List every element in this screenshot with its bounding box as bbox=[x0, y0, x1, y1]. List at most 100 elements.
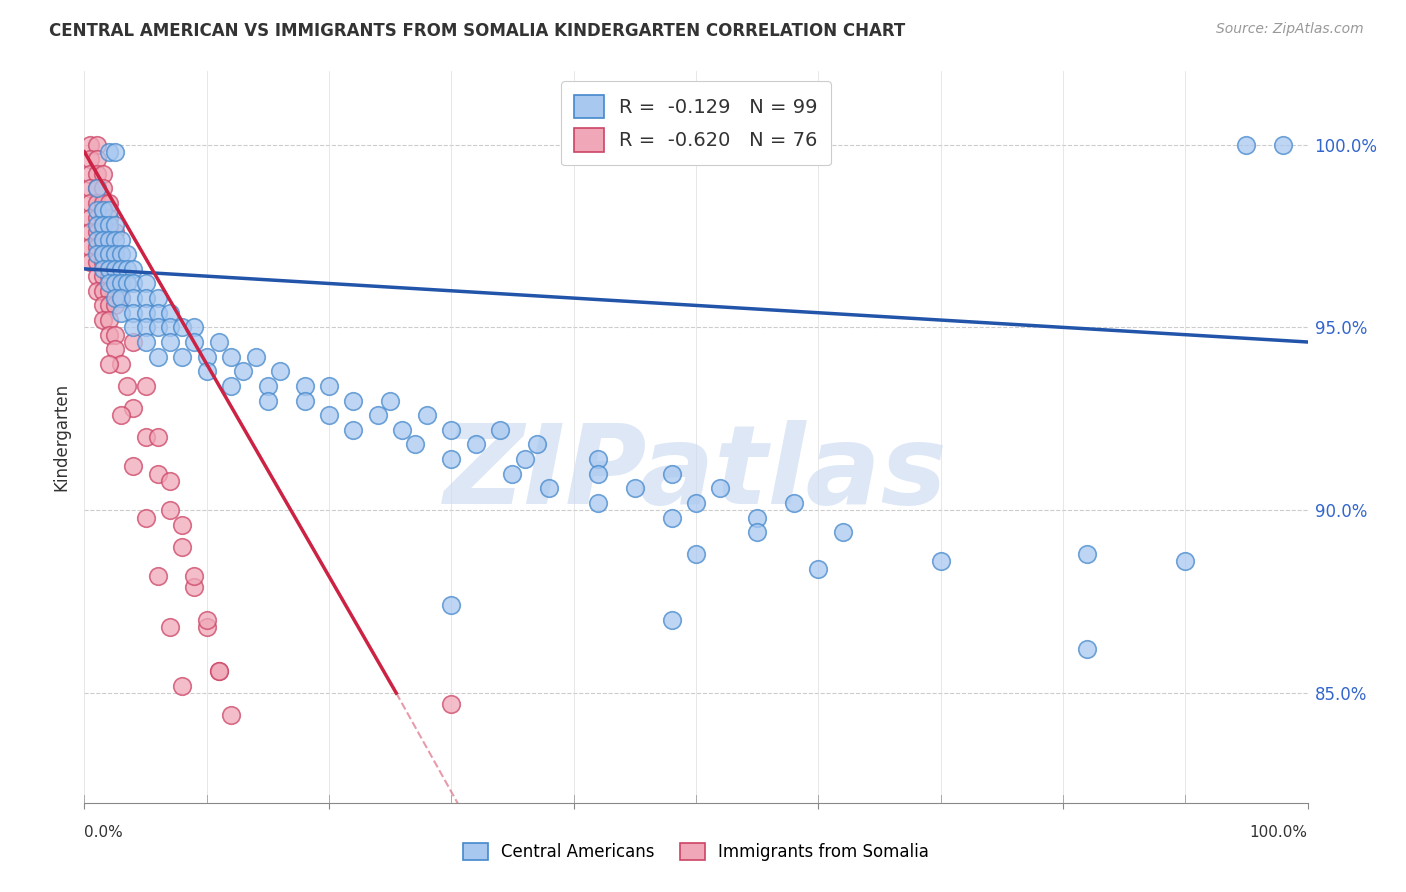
Point bbox=[110, 291, 132, 305]
Point bbox=[367, 408, 389, 422]
Point bbox=[110, 291, 132, 305]
Point bbox=[219, 379, 242, 393]
Point bbox=[86, 181, 108, 195]
Point bbox=[86, 254, 108, 268]
Point bbox=[86, 137, 108, 152]
Point bbox=[91, 218, 114, 232]
Point bbox=[104, 327, 127, 342]
Point bbox=[86, 225, 108, 239]
Point bbox=[513, 452, 536, 467]
Point bbox=[538, 481, 561, 495]
Point bbox=[122, 334, 145, 349]
Point bbox=[79, 211, 101, 225]
Point bbox=[86, 196, 108, 211]
Point bbox=[661, 467, 683, 481]
Point bbox=[208, 664, 231, 678]
Point bbox=[97, 298, 120, 312]
Point bbox=[97, 225, 120, 239]
Point bbox=[91, 233, 114, 247]
Point bbox=[86, 181, 108, 195]
Point bbox=[97, 211, 120, 225]
Point bbox=[79, 196, 101, 211]
Point bbox=[104, 261, 127, 276]
Point bbox=[97, 240, 120, 254]
Point bbox=[440, 423, 463, 437]
Point bbox=[122, 306, 145, 320]
Point bbox=[115, 261, 138, 276]
Point bbox=[1076, 547, 1098, 561]
Point bbox=[489, 423, 512, 437]
Point bbox=[110, 247, 132, 261]
Point bbox=[146, 569, 169, 583]
Point bbox=[97, 196, 120, 211]
Point bbox=[86, 247, 108, 261]
Point bbox=[159, 474, 181, 488]
Point bbox=[97, 327, 120, 342]
Point bbox=[135, 430, 157, 444]
Text: ZIPatlas: ZIPatlas bbox=[444, 420, 948, 527]
Point bbox=[294, 379, 316, 393]
Point bbox=[97, 313, 120, 327]
Point bbox=[146, 467, 169, 481]
Point bbox=[91, 167, 114, 181]
Point bbox=[172, 540, 194, 554]
Text: 0.0%: 0.0% bbox=[84, 825, 124, 839]
Point bbox=[685, 496, 707, 510]
Point bbox=[104, 291, 127, 305]
Point bbox=[586, 452, 609, 467]
Point bbox=[97, 269, 120, 284]
Point bbox=[257, 393, 280, 408]
Point bbox=[91, 211, 114, 225]
Point bbox=[91, 196, 114, 211]
Point bbox=[86, 211, 108, 225]
Point bbox=[91, 240, 114, 254]
Point bbox=[104, 145, 127, 159]
Point bbox=[172, 517, 194, 532]
Point bbox=[159, 503, 181, 517]
Point bbox=[172, 320, 194, 334]
Point bbox=[104, 233, 127, 247]
Point bbox=[115, 379, 138, 393]
Point bbox=[219, 350, 242, 364]
Point bbox=[135, 306, 157, 320]
Point bbox=[146, 430, 169, 444]
Point bbox=[586, 467, 609, 481]
Legend: Central Americans, Immigrants from Somalia: Central Americans, Immigrants from Somal… bbox=[457, 836, 935, 868]
Point bbox=[502, 467, 524, 481]
Point bbox=[97, 203, 120, 218]
Point bbox=[86, 167, 108, 181]
Point bbox=[440, 452, 463, 467]
Point bbox=[318, 379, 340, 393]
Point bbox=[135, 320, 157, 334]
Point bbox=[110, 277, 132, 291]
Point bbox=[294, 393, 316, 408]
Point bbox=[79, 240, 101, 254]
Point bbox=[183, 569, 205, 583]
Point bbox=[747, 510, 769, 524]
Point bbox=[219, 708, 242, 723]
Point bbox=[86, 218, 108, 232]
Point bbox=[195, 613, 218, 627]
Point bbox=[159, 620, 181, 634]
Point bbox=[110, 306, 132, 320]
Point bbox=[91, 254, 114, 268]
Point bbox=[86, 284, 108, 298]
Point bbox=[135, 379, 157, 393]
Point bbox=[97, 247, 120, 261]
Point bbox=[122, 401, 145, 415]
Point bbox=[807, 562, 830, 576]
Point bbox=[747, 525, 769, 540]
Point bbox=[183, 334, 205, 349]
Point bbox=[110, 408, 132, 422]
Point bbox=[97, 218, 120, 232]
Y-axis label: Kindergarten: Kindergarten bbox=[52, 383, 70, 491]
Point bbox=[208, 664, 231, 678]
Point bbox=[1174, 554, 1197, 568]
Point bbox=[416, 408, 439, 422]
Point bbox=[79, 181, 101, 195]
Point bbox=[195, 350, 218, 364]
Point bbox=[79, 254, 101, 268]
Point bbox=[269, 364, 291, 378]
Point bbox=[110, 233, 132, 247]
Point bbox=[172, 350, 194, 364]
